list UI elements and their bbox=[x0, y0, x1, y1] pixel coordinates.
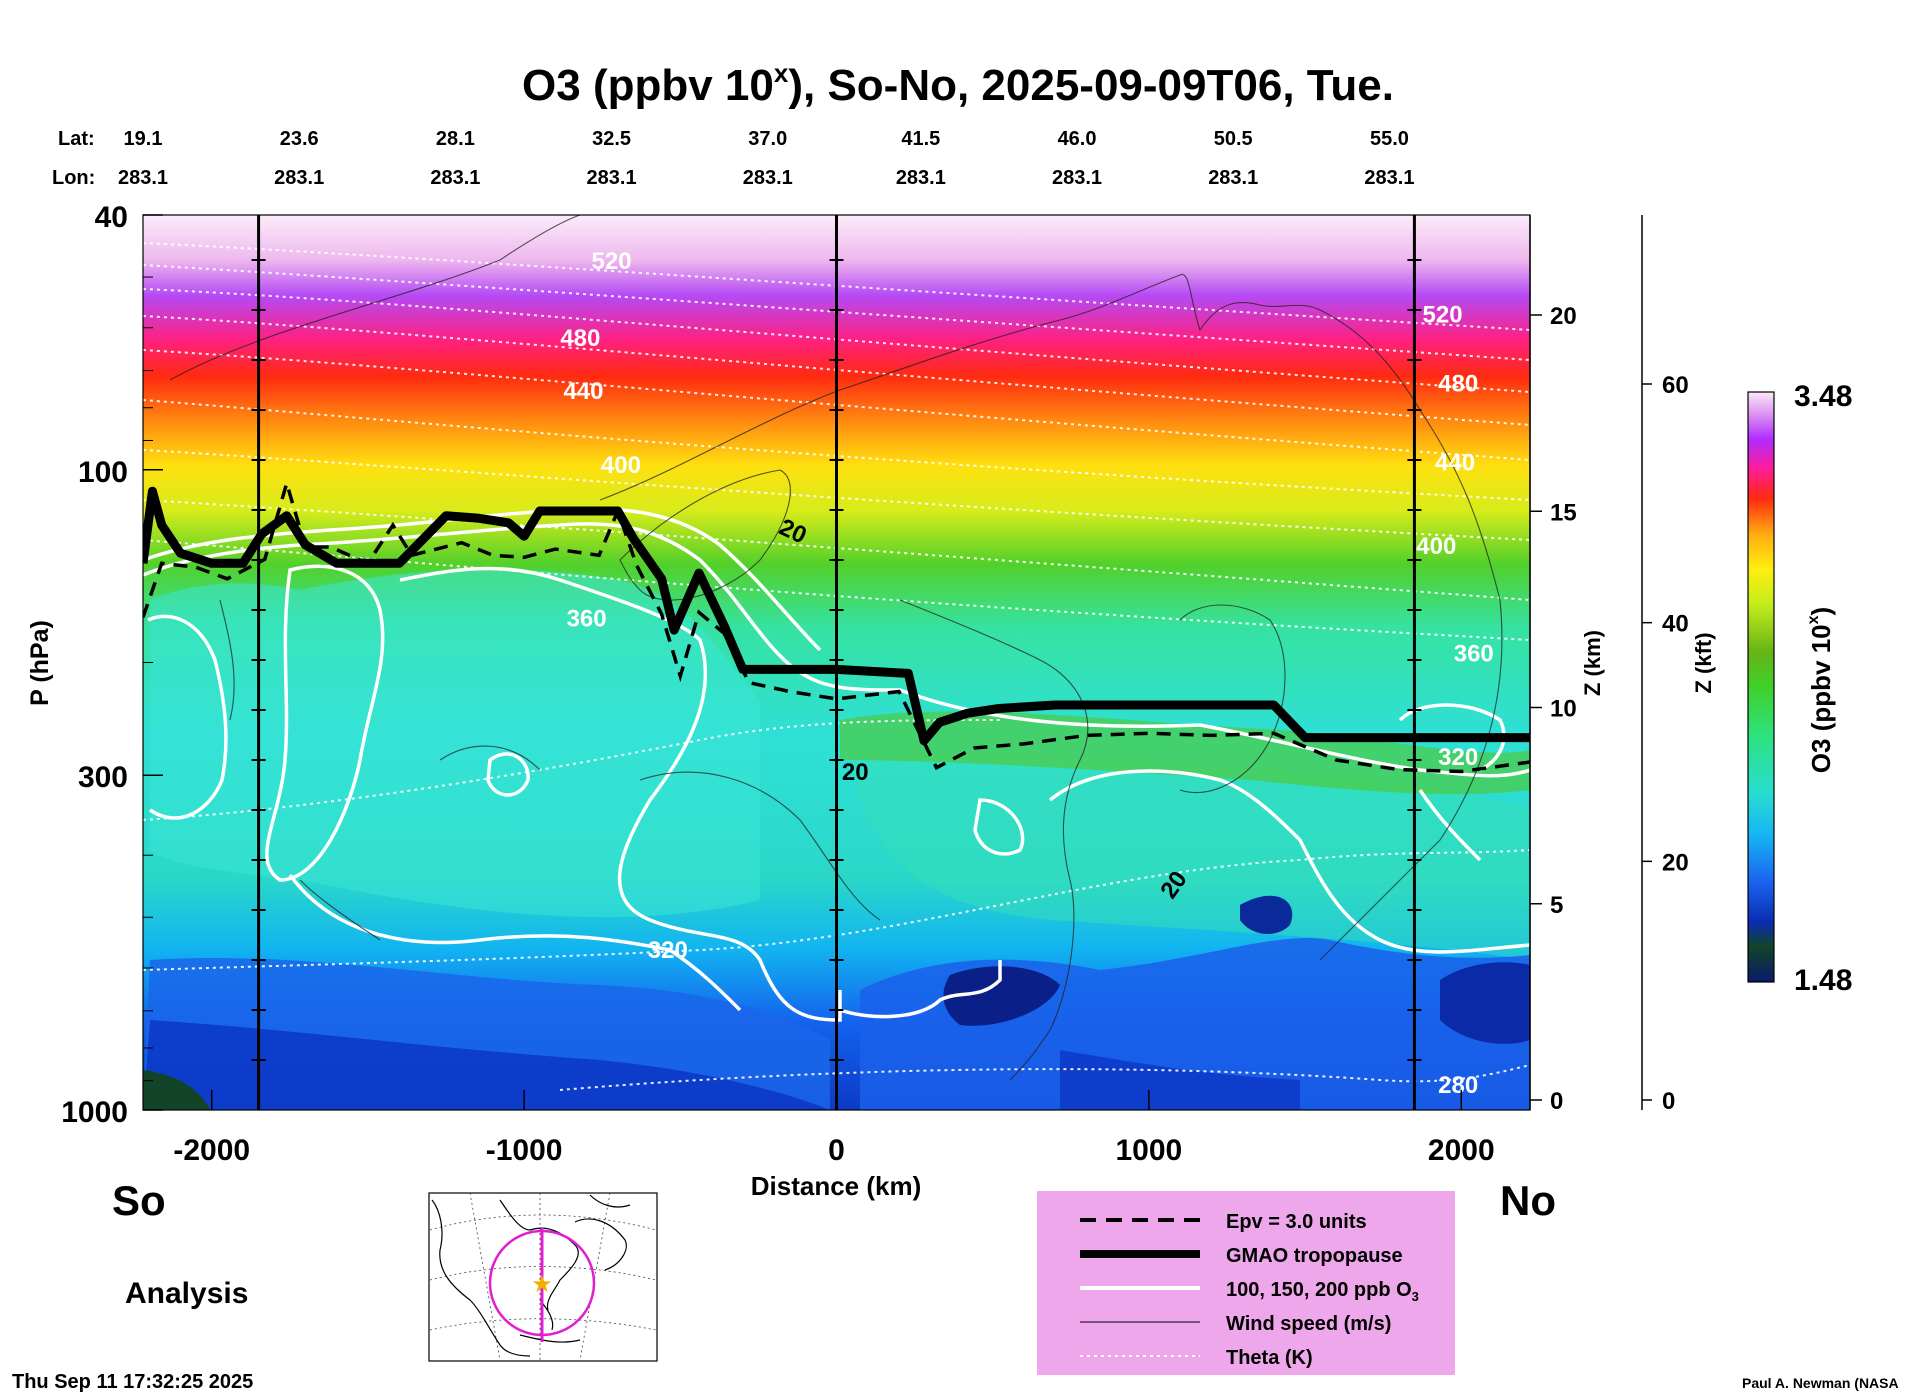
theta-label: 360 bbox=[1454, 641, 1494, 668]
lat-lon-header: 19.1 23.6 28.1 32.5 37.0 41.5 46.0 50.5 55.0 283.… bbox=[118, 128, 1414, 189]
wind-label: 20 bbox=[842, 759, 869, 786]
legend: Epv = 3.0 units GMAO tropopause 100, 150, … bbox=[1037, 1191, 1455, 1375]
z-kft-tick-label: 20 bbox=[1662, 849, 1689, 876]
z-km-tick-label: 0 bbox=[1550, 1088, 1563, 1115]
lon-value: 283.1 bbox=[430, 167, 480, 189]
lat-value: 41.5 bbox=[901, 128, 940, 150]
x-tick-label: 2000 bbox=[1428, 1134, 1495, 1167]
z-km-tick-label: 10 bbox=[1550, 696, 1577, 723]
y-tick-label: 40 bbox=[95, 201, 128, 234]
z-km-axis: 0 5 10 15 20 bbox=[1529, 215, 1577, 1115]
theta-label: 520 bbox=[1423, 301, 1463, 328]
theta-label: 400 bbox=[601, 452, 641, 479]
z-kft-tick-label: 60 bbox=[1662, 372, 1689, 399]
colorbar bbox=[1747, 391, 1775, 983]
lat-value: 37.0 bbox=[748, 128, 787, 150]
theta-label: 520 bbox=[592, 248, 632, 275]
station-vertical-lines bbox=[251, 215, 1422, 1110]
x-tick-label: -1000 bbox=[486, 1134, 563, 1167]
colorbar-min-label: 1.48 bbox=[1794, 964, 1852, 997]
legend-label: Wind speed (m/s) bbox=[1226, 1313, 1391, 1335]
z-km-tick-label: 5 bbox=[1550, 892, 1563, 919]
theta-labels: 520 480 440 400 360 320 520 480 440 400 360 320 280 bbox=[560, 248, 1493, 1099]
z-kft-axis: 0 20 40 60 bbox=[1641, 215, 1689, 1115]
x-tick-label: -2000 bbox=[173, 1134, 250, 1167]
theta-label: 280 bbox=[1438, 1072, 1478, 1099]
x-tick-label: 1000 bbox=[1116, 1134, 1183, 1167]
y-axis-label: P (hPa) bbox=[26, 620, 54, 706]
location-star-icon: ★ bbox=[531, 1271, 553, 1298]
lat-value: 28.1 bbox=[436, 128, 475, 150]
lat-value: 46.0 bbox=[1058, 128, 1097, 150]
theta-label: 360 bbox=[567, 605, 607, 632]
analysis-label: Analysis bbox=[125, 1277, 248, 1310]
legend-label: 100, 150, 200 ppb O3 bbox=[1226, 1279, 1419, 1304]
legend-label: Epv = 3.0 units bbox=[1226, 1211, 1367, 1233]
z-kft-tick-label: 40 bbox=[1662, 611, 1689, 638]
lon-value: 283.1 bbox=[118, 167, 168, 189]
distance-axis: -2000 -1000 0 1000 2000 bbox=[173, 1090, 1495, 1167]
south-label: So bbox=[112, 1177, 166, 1224]
lon-value: 283.1 bbox=[1052, 167, 1102, 189]
theta-label: 440 bbox=[1435, 449, 1475, 476]
lat-value: 19.1 bbox=[124, 128, 163, 150]
legend-label: Theta (K) bbox=[1226, 1347, 1313, 1369]
lon-value: 283.1 bbox=[743, 167, 793, 189]
lat-value: 55.0 bbox=[1370, 128, 1409, 150]
theta-label: 320 bbox=[648, 937, 688, 964]
credit: Paul A. Newman (NASA bbox=[1742, 1375, 1899, 1391]
y-tick-label: 300 bbox=[78, 761, 128, 794]
theta-label: 480 bbox=[1438, 370, 1478, 397]
theta-label: 440 bbox=[563, 378, 603, 405]
z-kft-label: Z (kft) bbox=[1691, 632, 1716, 693]
lon-value: 283.1 bbox=[1364, 167, 1414, 189]
y-tick-label: 100 bbox=[78, 456, 128, 489]
timestamp: Thu Sep 11 17:32:25 2025 bbox=[12, 1371, 253, 1393]
lon-value: 283.1 bbox=[274, 167, 324, 189]
lat-value: 23.6 bbox=[280, 128, 319, 150]
north-label: No bbox=[1500, 1177, 1556, 1224]
colorbar-max-label: 3.48 bbox=[1794, 380, 1852, 413]
x-tick-label: 0 bbox=[828, 1134, 845, 1167]
z-km-tick-label: 15 bbox=[1550, 499, 1577, 526]
theta-label: 400 bbox=[1416, 533, 1456, 560]
inset-map: ★ bbox=[428, 1192, 658, 1362]
colorbar-title: O3 (ppbv 10x) bbox=[1805, 607, 1836, 773]
lat-row-label: Lat: bbox=[58, 128, 95, 150]
theta-label: 320 bbox=[1438, 744, 1478, 771]
z-kft-tick-label: 0 bbox=[1662, 1088, 1675, 1115]
lon-value: 283.1 bbox=[896, 167, 946, 189]
legend-label: GMAO tropopause bbox=[1226, 1245, 1403, 1267]
lon-row-label: Lon: bbox=[52, 167, 95, 189]
x-axis-label: Distance (km) bbox=[751, 1171, 922, 1201]
theta-label: 480 bbox=[560, 325, 600, 352]
z-km-tick-label: 20 bbox=[1550, 303, 1577, 330]
lat-value: 50.5 bbox=[1214, 128, 1253, 150]
chart-title: O3 (ppbv 10x), So-No, 2025-09-09T06, Tue… bbox=[522, 58, 1394, 110]
pressure-axis: 40 100 300 1000 bbox=[61, 201, 163, 1129]
tropopause-line bbox=[143, 486, 1530, 746]
lon-value: 283.1 bbox=[1208, 167, 1258, 189]
z-km-label: Z (km) bbox=[1580, 630, 1605, 696]
y-tick-label: 1000 bbox=[61, 1096, 128, 1129]
lat-value: 32.5 bbox=[592, 128, 631, 150]
lon-value: 283.1 bbox=[587, 167, 637, 189]
